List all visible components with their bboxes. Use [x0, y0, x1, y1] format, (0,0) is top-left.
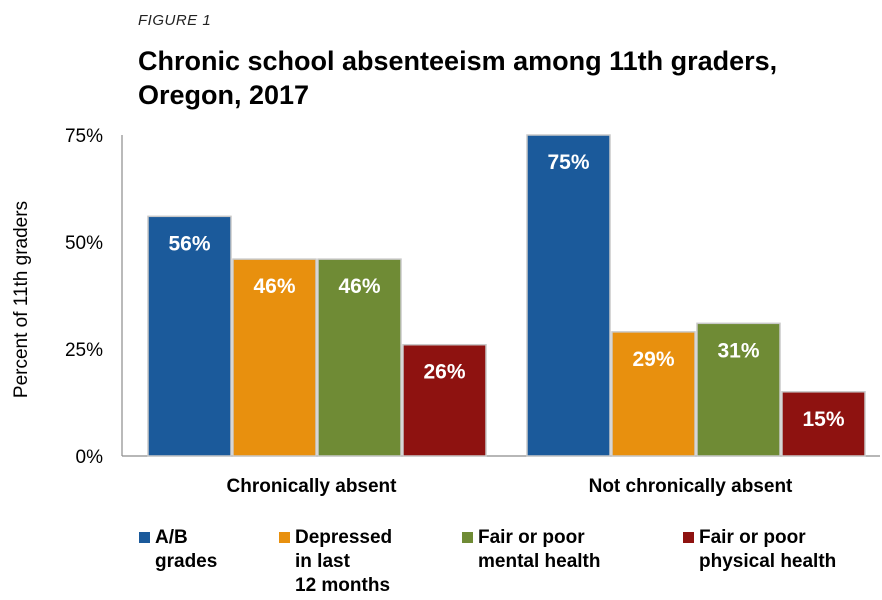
legend-item-mental-health: Fair or poor mental health: [462, 526, 600, 574]
bar: [696, 322, 781, 457]
y-tick-label: 25%: [65, 340, 103, 361]
bar: [526, 134, 611, 457]
bar-value-label: 56%: [168, 232, 210, 255]
legend-item-physical-health: Fair or poor physical health: [683, 526, 836, 574]
category-label: Chronically absent: [227, 476, 398, 497]
bar: [611, 331, 696, 457]
legend-swatch: [279, 532, 290, 543]
category-label: Not chronically absent: [589, 476, 793, 497]
bar: [402, 343, 487, 457]
bar-value-label: 31%: [717, 339, 759, 362]
bar-value-label: 26%: [423, 361, 465, 384]
legend-swatch: [139, 532, 150, 543]
bar: [317, 258, 402, 457]
bar: [781, 391, 866, 457]
bar-value-label: 75%: [547, 151, 589, 174]
legend-item-depressed: Depressed in last 12 months: [279, 526, 392, 598]
chart-title: Chronic school absenteeism among 11th gr…: [138, 46, 778, 110]
bar-value-label: 15%: [802, 408, 844, 431]
y-tick-label: 75%: [65, 126, 103, 147]
legend-label: Fair or poor physical health: [699, 527, 837, 572]
y-tick-label: 0%: [76, 447, 104, 468]
bar: [147, 215, 232, 457]
bar-value-label: 46%: [338, 275, 380, 298]
y-tick-label: 50%: [65, 233, 103, 254]
legend-swatch: [462, 532, 473, 543]
legend-item-ab-grades: A/B grades: [139, 526, 217, 574]
figure-label: FIGURE 1: [138, 12, 212, 29]
legend-label: Depressed in last 12 months: [295, 527, 393, 596]
bar-value-label: 46%: [253, 275, 295, 298]
bar: [232, 258, 317, 457]
y-axis-label: Percent of 11th graders: [11, 201, 32, 398]
bar-value-label: 29%: [632, 348, 674, 371]
legend-label: Fair or poor mental health: [478, 527, 601, 572]
legend-swatch: [683, 532, 694, 543]
legend-label: A/B grades: [155, 527, 218, 572]
